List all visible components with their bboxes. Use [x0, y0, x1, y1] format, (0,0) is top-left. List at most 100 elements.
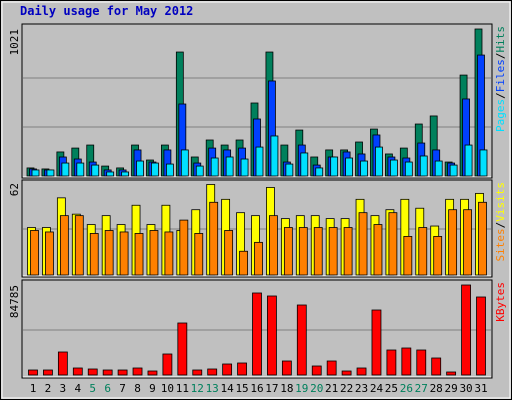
bar [162, 353, 173, 376]
bar [479, 149, 488, 177]
x-tick-label: 7 [119, 382, 126, 395]
legend-entry: Hits [494, 26, 507, 53]
bar [389, 159, 398, 177]
bar [210, 157, 219, 177]
bar [476, 296, 486, 376]
bar [269, 215, 278, 276]
bar [180, 149, 189, 177]
bar [31, 169, 40, 177]
x-tick-label: 28 [430, 382, 443, 395]
bar [360, 160, 368, 177]
x-tick-label: 5 [89, 382, 96, 395]
bar [89, 233, 99, 276]
bar [136, 160, 144, 177]
bar [149, 230, 159, 276]
y-tick-label: 84785 [8, 285, 21, 318]
bar [61, 162, 70, 177]
bar [225, 156, 234, 177]
legend-separator: / [494, 53, 507, 60]
x-tick-label: 1 [30, 382, 37, 395]
bar [104, 230, 114, 276]
x-tick-label: 31 [474, 382, 487, 395]
x-tick-label: 17 [265, 382, 278, 395]
legend-separator: / [494, 92, 507, 99]
bar [328, 227, 338, 276]
bar [373, 224, 383, 276]
bar [91, 164, 100, 177]
bar [461, 284, 471, 376]
x-tick-label: 3 [60, 382, 67, 395]
legend: KBytes [494, 282, 507, 322]
bar [315, 167, 324, 177]
legend-entry: Files [494, 59, 507, 92]
bar [179, 219, 189, 276]
bar [43, 369, 53, 376]
bar [270, 135, 279, 177]
bar [433, 236, 443, 276]
x-tick-label: 8 [134, 382, 141, 395]
bar [239, 250, 248, 276]
bar [207, 368, 218, 376]
bar [356, 367, 367, 376]
bar [298, 227, 308, 276]
legend-entry: Pages [494, 99, 507, 132]
y-tick-label: 62 [8, 183, 21, 196]
bar [252, 292, 262, 376]
bar [446, 371, 457, 376]
bar [119, 231, 129, 276]
bar [375, 146, 383, 177]
x-tick-label: 26 [400, 382, 413, 395]
x-tick-label: 11 [176, 382, 189, 395]
bar [134, 233, 144, 276]
bar [165, 163, 174, 177]
x-tick-label: 21 [325, 382, 338, 395]
bar [330, 156, 339, 177]
x-tick-label: 20 [310, 382, 323, 395]
x-tick-label: 15 [235, 382, 248, 395]
bar [194, 233, 204, 276]
bar [255, 146, 264, 177]
bar [448, 209, 458, 276]
bar [403, 236, 413, 276]
legend-entry: Sites [494, 228, 507, 261]
bar [209, 201, 219, 276]
bar [285, 163, 294, 177]
x-tick-label: 27 [415, 382, 428, 395]
bar [343, 227, 353, 276]
bar [419, 155, 428, 177]
bar [326, 360, 337, 376]
bar [28, 369, 38, 376]
bar [431, 357, 442, 376]
legend: Pages/Files/Hits [494, 26, 507, 132]
bar [371, 309, 382, 376]
bar [281, 360, 292, 376]
x-tick-label: 6 [104, 382, 111, 395]
x-tick-label: 13 [206, 382, 219, 395]
bar [57, 351, 68, 376]
x-tick-label: 4 [74, 382, 81, 395]
x-tick-label: 19 [295, 382, 308, 395]
bar [237, 362, 247, 376]
bar [416, 349, 427, 376]
bar [177, 322, 188, 376]
bar [106, 171, 115, 177]
x-tick-label: 12 [191, 382, 204, 395]
bar [87, 368, 98, 376]
x-tick-label: 25 [385, 382, 398, 395]
legend: Sites/Visits [494, 182, 507, 262]
bar [418, 227, 428, 276]
bar [267, 295, 277, 376]
bar [345, 157, 354, 177]
bar [195, 165, 204, 177]
bar [386, 349, 397, 376]
bar [72, 367, 83, 376]
x-tick-label: 18 [280, 382, 293, 395]
bar [132, 367, 143, 376]
bar [313, 227, 323, 276]
x-tick-label: 2 [45, 382, 52, 395]
bar [401, 347, 412, 376]
bar [102, 369, 113, 376]
